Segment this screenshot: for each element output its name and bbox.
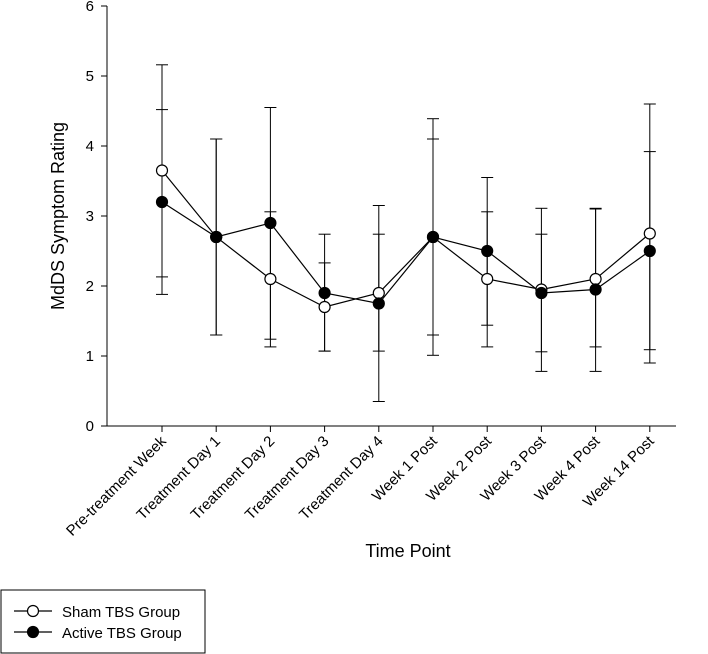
y-tick-label: 5 <box>86 68 94 85</box>
series-line-active <box>161 201 651 305</box>
legend-marker-sham <box>26 604 40 618</box>
x-axis-title: Time Point <box>365 541 450 561</box>
data-point-active <box>372 297 385 310</box>
data-point-active <box>589 283 602 296</box>
data-point-sham <box>318 300 331 314</box>
data-point-active <box>318 286 331 300</box>
data-point-sham <box>643 227 656 240</box>
legend: Sham TBS Group Active TBS Group <box>0 589 206 654</box>
series-markers <box>155 164 656 314</box>
y-ticks: 0 1 2 3 4 5 6 <box>86 0 107 435</box>
y-tick-label: 6 <box>86 0 94 15</box>
data-point-active <box>155 195 169 209</box>
series-lines <box>161 170 651 308</box>
x-tick-label: Pre-treatment Week <box>63 432 170 539</box>
data-point-active <box>535 286 548 300</box>
data-point-sham <box>372 286 385 300</box>
data-point-active <box>426 230 440 244</box>
y-tick-label: 2 <box>86 278 94 295</box>
data-point-active <box>264 216 277 230</box>
legend-label-active: Active TBS Group <box>62 625 182 642</box>
legend-box <box>0 589 206 654</box>
series-line-sham <box>161 170 651 308</box>
y-tick-label: 1 <box>86 348 94 365</box>
data-point-sham <box>481 272 494 286</box>
data-point-active <box>481 244 494 258</box>
data-point-sham <box>589 272 602 286</box>
legend-marker-active <box>26 625 40 639</box>
legend-label-sham: Sham TBS Group <box>62 604 180 621</box>
data-point-active <box>210 230 223 244</box>
y-tick-label: 0 <box>86 418 94 435</box>
data-point-sham <box>155 164 169 177</box>
data-point-active <box>643 244 656 258</box>
y-axis-title: MdDS Symptom Rating <box>48 122 68 310</box>
y-tick-label: 4 <box>86 138 94 155</box>
y-tick-label: 3 <box>86 208 94 225</box>
data-point-sham <box>264 272 277 286</box>
